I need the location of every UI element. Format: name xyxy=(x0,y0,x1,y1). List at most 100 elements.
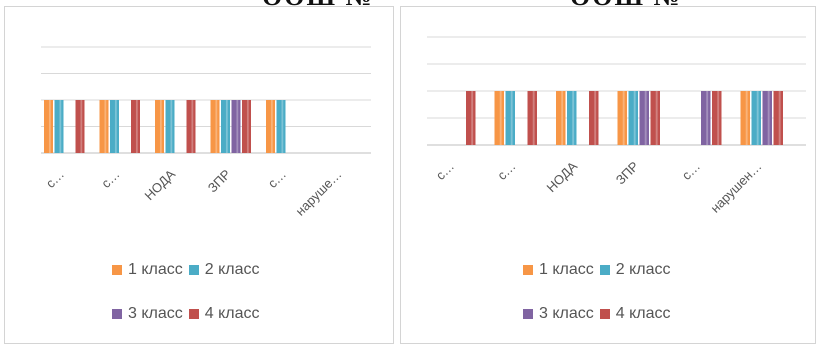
legend-item-class2: 2 класс xyxy=(599,261,671,279)
bar-highlight xyxy=(135,100,138,153)
x-tick-label: наруше… xyxy=(293,167,345,219)
bar-highlight xyxy=(561,91,564,145)
bar-4-класс-5 xyxy=(712,91,722,145)
legend-item-class3: 3 класс xyxy=(523,305,594,323)
bar-highlight xyxy=(191,100,194,153)
bar-3-класс-5 xyxy=(701,91,711,145)
x-tick-label: с… xyxy=(265,167,289,191)
legend-item-class2: 2 класс xyxy=(188,261,260,279)
bar-1-класс-4 xyxy=(210,100,220,153)
bar-2-класс-2 xyxy=(505,91,515,145)
bar-highlight xyxy=(655,91,658,145)
bar-4-класс-1 xyxy=(466,91,476,145)
x-tick-label: НОДА xyxy=(142,166,179,203)
bar-highlight xyxy=(80,100,83,153)
legend-label-class2: 2 класс xyxy=(204,261,260,278)
bar-4-класс-4 xyxy=(242,100,251,153)
bar-highlight xyxy=(225,100,228,153)
bar-highlight xyxy=(170,100,173,153)
bar-1-класс-6 xyxy=(740,91,750,145)
legend-swatch-class4 xyxy=(188,309,199,319)
bar-highlight xyxy=(644,91,647,145)
bar-highlight xyxy=(717,91,720,145)
legend-swatch-class2 xyxy=(188,265,199,275)
legend-left: 1 класс 2 класс 3 класс 4 класс xyxy=(112,259,260,347)
chart-panel-left: с… с… НОДА ЗПР с… наруше… 1 класс 2 класс 3 к… xyxy=(4,6,394,344)
bar-highlight xyxy=(499,91,502,145)
bar-highlight xyxy=(104,100,107,153)
bar-highlight xyxy=(246,100,249,153)
bar-highlight xyxy=(114,100,117,153)
x-tick-label: с… xyxy=(433,159,457,183)
bar-highlight xyxy=(510,91,513,145)
chart-left-svg: с… с… НОДА ЗПР с… наруше… xyxy=(41,46,371,219)
bar-4-класс-1 xyxy=(75,100,85,153)
bar-highlight xyxy=(572,91,575,145)
bar-highlight xyxy=(48,100,51,153)
legend-item-class1: 1 класс xyxy=(112,261,183,279)
bar-2-класс-3 xyxy=(165,100,175,153)
bar-4-класс-2 xyxy=(131,100,140,153)
x-tick-label: с… xyxy=(43,167,67,191)
legend-item-class1: 1 класс xyxy=(523,261,594,279)
legend-label-class2: 2 класс xyxy=(615,261,671,278)
bar-highlight xyxy=(159,100,162,153)
bar-highlight xyxy=(594,91,597,145)
legend-label-class1: 1 класс xyxy=(539,261,594,278)
bar-4-класс-2 xyxy=(527,91,537,145)
x-tick-label: НОДА xyxy=(544,158,581,195)
bar-4-класс-6 xyxy=(773,91,783,145)
bar-highlight xyxy=(778,91,781,145)
bar-4-класс-3 xyxy=(589,91,599,145)
bar-highlight xyxy=(236,100,239,153)
bar-2-класс-1 xyxy=(54,100,64,153)
bar-1-класс-5 xyxy=(266,100,275,153)
bar-highlight xyxy=(471,91,474,145)
bar-1-класс-3 xyxy=(556,91,566,145)
bar-2-класс-3 xyxy=(567,91,577,145)
legend-row-1: 1 класс 2 класс xyxy=(523,259,671,281)
bar-1-класс-1 xyxy=(44,100,53,153)
legend-row-2: 3 класс 4 класс xyxy=(112,303,260,325)
bar-highlight xyxy=(270,100,273,153)
legend-swatch-class1 xyxy=(112,265,122,275)
bar-2-класс-2 xyxy=(110,100,119,153)
bar-1-класс-4 xyxy=(617,91,627,145)
bar-highlight xyxy=(706,91,709,145)
bar-highlight xyxy=(756,91,759,145)
bar-highlight xyxy=(745,91,748,145)
legend-row-1: 1 класс 2 класс xyxy=(112,259,260,281)
bar-highlight xyxy=(59,100,62,153)
legend-label-class3: 3 класс xyxy=(128,305,183,322)
x-tick-label: с… xyxy=(98,167,122,191)
bar-highlight xyxy=(281,100,284,153)
bar-3-класс-4 xyxy=(639,91,649,145)
x-tick-label: с… xyxy=(679,159,703,183)
bar-highlight xyxy=(532,91,535,145)
bar-highlight xyxy=(767,91,770,145)
legend-label-class3: 3 класс xyxy=(539,305,594,322)
x-tick-label: ЗПР xyxy=(205,167,234,196)
bar-highlight xyxy=(633,91,636,145)
legend-swatch-class3 xyxy=(112,309,122,319)
bar-highlight xyxy=(622,91,625,145)
x-tick-label: ЗПР xyxy=(613,159,642,188)
bar-2-класс-6 xyxy=(751,91,761,145)
legend-swatch-class2 xyxy=(599,265,610,275)
bar-1-класс-3 xyxy=(155,100,164,153)
legend-right: 1 класс 2 класс 3 класс 4 класс xyxy=(523,259,671,347)
legend-swatch-class4 xyxy=(599,309,610,319)
bar-2-класс-4 xyxy=(628,91,638,145)
legend-label-class4: 4 класс xyxy=(615,305,671,322)
bar-2-класс-4 xyxy=(221,100,230,153)
bar-4-класс-3 xyxy=(186,100,196,153)
bar-2-класс-5 xyxy=(276,100,286,153)
chart-caption-left: ООШ № xyxy=(262,0,374,12)
bar-3-класс-4 xyxy=(231,100,241,153)
legend-label-class1: 1 класс xyxy=(128,261,183,278)
x-tick-label: с… xyxy=(494,159,518,183)
legend-item-class4: 4 класс xyxy=(599,305,671,323)
bar-3-класс-6 xyxy=(762,91,772,145)
legend-row-2: 3 класс 4 класс xyxy=(523,303,671,325)
legend-label-class4: 4 класс xyxy=(204,305,260,322)
